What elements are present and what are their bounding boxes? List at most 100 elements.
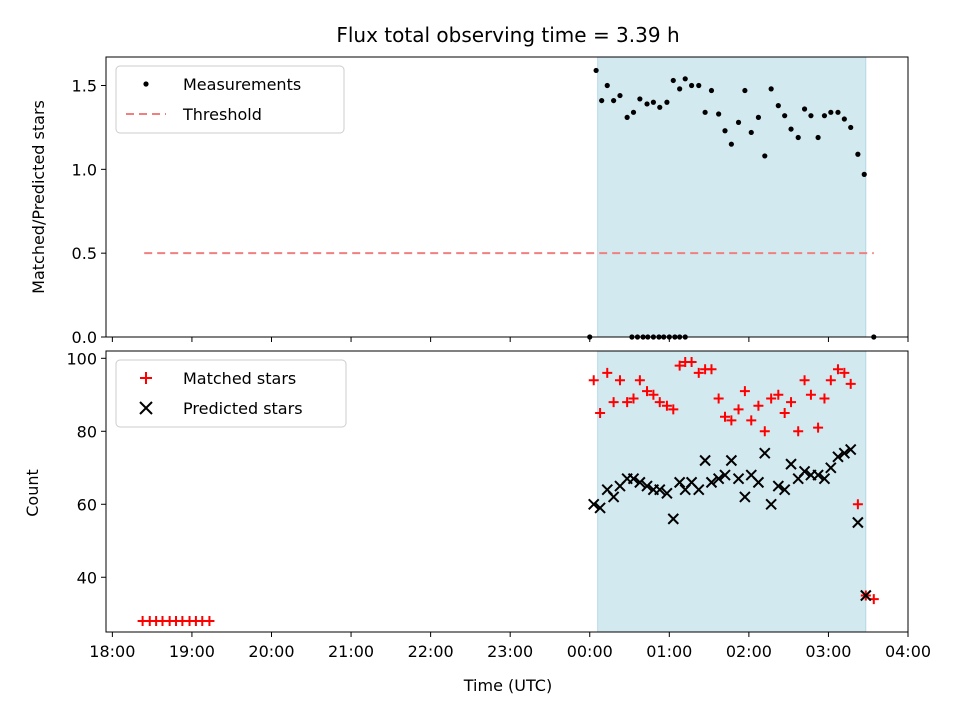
data-point: [725, 454, 738, 467]
data-point: [768, 86, 774, 92]
data-point: [775, 103, 781, 109]
data-point: [602, 367, 613, 378]
x-tick-label: 00:00: [567, 642, 613, 661]
data-point: [813, 422, 824, 433]
data-point: [828, 109, 834, 115]
x-tick-label: 20:00: [248, 642, 294, 661]
chart-title: Flux total observing time = 3.39 h: [336, 23, 679, 47]
top-y-tick-label: 0.0: [72, 328, 97, 347]
data-point: [825, 462, 837, 474]
data-point: [778, 483, 791, 496]
data-point: [708, 87, 715, 94]
data-point: [706, 364, 717, 375]
data-point: [661, 487, 673, 500]
data-point: [805, 389, 816, 400]
data-point: [808, 113, 814, 119]
data-point: [642, 386, 653, 397]
data-point: [852, 499, 863, 510]
bottom-y-tick-label: 60: [77, 495, 97, 514]
data-point: [611, 97, 617, 104]
bottom-y-tick-label: 100: [66, 349, 97, 368]
data-point: [682, 76, 688, 82]
data-point: [722, 128, 728, 134]
data-point: [748, 129, 754, 136]
data-point: [795, 134, 801, 141]
legend-label: Predicted stars: [183, 399, 303, 418]
data-point: [588, 498, 600, 510]
bottom-plot-frame: [105, 350, 909, 633]
data-point: [604, 82, 610, 89]
legend-label: Threshold: [182, 105, 262, 124]
data-point: [608, 397, 619, 408]
legend-x-marker: [139, 401, 153, 415]
data-point: [839, 367, 850, 378]
data-point: [838, 447, 851, 459]
top-plot-frame: [105, 56, 909, 338]
data-point: [821, 113, 828, 119]
x-tick-label: 03:00: [805, 642, 851, 661]
data-point: [832, 451, 844, 463]
bottom-panel: 40 60 80 100 18:00 19:00 20:00 21:00 22:00 23:00 0…: [66, 349, 931, 661]
data-point: [835, 109, 841, 115]
data-point: [599, 97, 605, 104]
data-point: [735, 119, 742, 125]
data-point: [719, 469, 731, 481]
data-point: [654, 397, 665, 408]
data-point: [720, 411, 731, 422]
data-point: [641, 480, 653, 492]
bottom-series-matched-stars: [137, 356, 879, 627]
data-point: [693, 483, 705, 496]
data-point: [773, 389, 784, 400]
data-point: [732, 473, 745, 485]
data-point: [841, 116, 847, 122]
bottom-legend: Matched stars Predicted stars: [115, 359, 347, 428]
data-point: [819, 393, 830, 404]
data-point: [654, 483, 666, 496]
data-point: [786, 397, 797, 408]
data-point: [634, 375, 645, 386]
bottom-y-axis-label: Count: [23, 469, 42, 517]
data-point: [845, 378, 856, 389]
x-tick-label: 19:00: [169, 642, 215, 661]
data-point: [779, 408, 790, 419]
data-point: [739, 386, 750, 397]
data-point: [825, 375, 836, 386]
data-point: [673, 476, 686, 489]
data-point: [818, 473, 831, 485]
data-point: [634, 476, 646, 489]
data-point: [742, 87, 748, 94]
x-axis-label: Time (UTC): [463, 676, 552, 695]
x-tick-label: 01:00: [646, 642, 692, 661]
data-point: [648, 389, 659, 400]
data-point: [204, 616, 215, 627]
data-point: [772, 480, 785, 492]
data-point: [607, 491, 620, 503]
data-point: [617, 92, 623, 99]
top-y-tick-label: 1.0: [72, 160, 97, 179]
x-tick-label: 04:00: [885, 642, 931, 661]
data-point: [693, 367, 704, 378]
data-point: [627, 473, 640, 485]
data-point: [752, 476, 765, 489]
top-y-tick-label: 1.5: [72, 77, 97, 96]
data-point: [855, 151, 861, 157]
data-point: [661, 400, 672, 411]
data-point: [798, 465, 811, 478]
data-point: [622, 397, 633, 408]
data-point: [630, 109, 637, 115]
x-tick-label: 21:00: [328, 642, 374, 661]
data-point: [699, 454, 711, 467]
data-point: [650, 99, 656, 105]
data-point: [728, 141, 734, 147]
data-point: [670, 77, 676, 84]
data-point: [759, 426, 770, 437]
data-point: [832, 364, 843, 375]
data-point: [614, 375, 625, 386]
data-point: [712, 473, 725, 485]
data-point: [713, 393, 724, 404]
data-point: [733, 404, 744, 415]
data-point: [637, 96, 643, 102]
bottom-series-predicted-stars: [588, 443, 872, 602]
data-point: [595, 408, 606, 419]
data-point: [845, 443, 857, 456]
